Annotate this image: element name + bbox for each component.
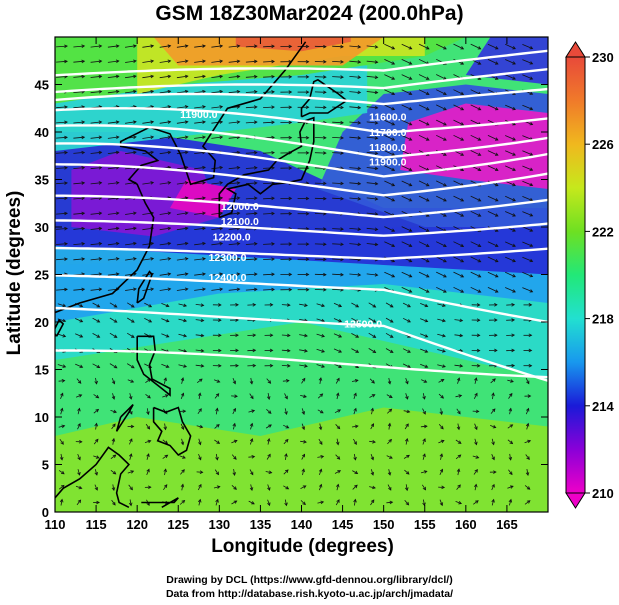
coastline-1 xyxy=(218,116,315,219)
wind-vectors xyxy=(56,43,534,507)
contour-line-5 xyxy=(55,142,548,178)
field-purple xyxy=(71,151,220,237)
y-tick-label: 35 xyxy=(35,173,49,188)
contour-line-4 xyxy=(55,124,548,159)
coastline-4 xyxy=(55,318,65,337)
y-tick-label: 15 xyxy=(35,363,49,378)
y-tick-label: 30 xyxy=(35,220,49,235)
temperature-field xyxy=(55,37,548,512)
contour-line-10 xyxy=(55,274,548,324)
field-magenta-east xyxy=(400,103,548,189)
contour-line-12 xyxy=(55,349,548,379)
contour-line-3 xyxy=(55,107,548,134)
colorbar xyxy=(565,56,586,494)
coastline-8 xyxy=(55,446,130,509)
x-tick-label: 140 xyxy=(291,517,313,532)
coastline-9 xyxy=(141,497,179,508)
contour-label: 12500.0 xyxy=(344,319,382,331)
colorbar-tick-label: 226 xyxy=(592,137,614,152)
y-tick-label: 25 xyxy=(35,268,49,283)
x-tick-label: 160 xyxy=(455,517,477,532)
x-tick-label: 135 xyxy=(250,517,272,532)
contour-line-0 xyxy=(55,49,548,77)
credit-drawing: Drawing by DCL (https://www.gfd-dennou.o… xyxy=(166,574,453,586)
x-tick-label: 165 xyxy=(496,517,518,532)
x-tick-label: 120 xyxy=(126,517,148,532)
x-tick-label: 125 xyxy=(167,517,189,532)
contour-label: 12400.0 xyxy=(209,272,247,284)
colorbar-tick-label: 210 xyxy=(592,486,614,501)
colorbar-tick-label: 214 xyxy=(592,399,614,414)
y-tick-label: 45 xyxy=(35,78,49,93)
x-tick-label: 110 xyxy=(45,517,66,532)
contour-label: 11900.0 xyxy=(369,156,407,168)
coastline-5 xyxy=(136,335,171,397)
y-axis-label: Latitude (degrees) xyxy=(4,190,25,356)
contour-label: 12000.0 xyxy=(221,201,259,213)
contour-line-11 xyxy=(55,306,548,382)
coastline-7 xyxy=(115,404,134,432)
colorbar-tick-label: 230 xyxy=(592,50,614,65)
field-red xyxy=(235,37,351,52)
credit-data: Data from http://database.rish.kyoto-u.a… xyxy=(165,588,454,600)
contour-label: 12100.0 xyxy=(221,216,259,228)
contour-label: 11600.0 xyxy=(369,112,407,124)
y-tick-label: 20 xyxy=(35,315,49,330)
contour-line-1 xyxy=(55,68,548,94)
contour-line-6 xyxy=(55,163,548,197)
x-tick-label: 145 xyxy=(332,517,354,532)
x-axis-label: Longitude (degrees) xyxy=(211,536,394,557)
colorbar-bottom-arrow xyxy=(565,492,586,509)
contour-label: 11900.0 xyxy=(180,109,218,121)
colorbar-tick-label: 218 xyxy=(592,312,614,327)
contour-line-9 xyxy=(55,246,548,261)
contour-label: 12300.0 xyxy=(209,252,247,264)
colorbar-tick-label: 222 xyxy=(592,224,614,239)
contour-label: 11800.0 xyxy=(369,142,407,154)
contour-label: 12200.0 xyxy=(213,231,251,243)
x-tick-label: 115 xyxy=(86,517,107,532)
colorbar-top-arrow xyxy=(565,41,586,58)
coastline-3 xyxy=(136,270,153,304)
field-blue-ne xyxy=(465,37,548,85)
contour-line-2 xyxy=(55,87,548,106)
figure-title: GSM 18Z30Mar2024 (200.0hPa) xyxy=(155,2,464,25)
contour-line-8 xyxy=(55,219,548,237)
field-lime xyxy=(55,407,548,512)
x-tick-label: 150 xyxy=(373,517,395,532)
contour-label: 11700.0 xyxy=(369,127,407,139)
contour-line-7 xyxy=(55,194,548,219)
coastline-6 xyxy=(152,406,192,457)
y-tick-label: 40 xyxy=(35,125,49,140)
y-tick-label: 0 xyxy=(42,505,49,520)
height-contours xyxy=(55,49,548,382)
x-tick-label: 130 xyxy=(208,517,230,532)
y-tick-label: 10 xyxy=(35,410,49,425)
y-tick-label: 5 xyxy=(42,458,49,473)
x-tick-label: 155 xyxy=(414,517,436,532)
